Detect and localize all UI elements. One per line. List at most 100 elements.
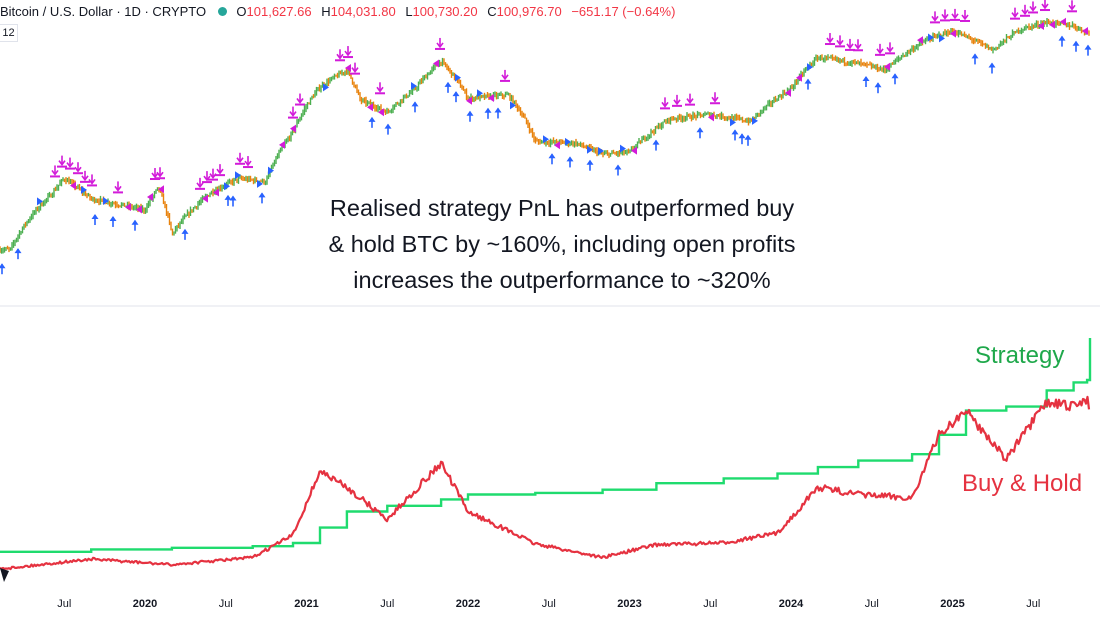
- exit-triangle-icon: [70, 181, 76, 190]
- sell-signal-icon: [57, 155, 67, 168]
- buy-signal-icon: [696, 127, 704, 139]
- high-key: H: [321, 4, 331, 19]
- entry-triangle-icon: [587, 145, 593, 154]
- buy-signal-icon: [494, 107, 502, 119]
- buy-signal-icon: [444, 81, 452, 93]
- entry-triangle-icon: [37, 197, 43, 206]
- x-tick-year: 2020: [132, 598, 158, 610]
- buy-signal-icon: [548, 153, 556, 165]
- x-tick-year: 2024: [778, 598, 804, 610]
- strategy-label: Strategy: [975, 342, 1065, 369]
- entry-triangle-icon: [510, 101, 516, 110]
- buy-signal-icon: [566, 156, 574, 168]
- buy-signal-icon: [484, 107, 492, 119]
- open-key: O: [236, 4, 247, 19]
- exit-triangle-icon: [290, 124, 296, 133]
- sell-signal-icon: [835, 35, 845, 48]
- buy-signal-icon: [1084, 44, 1092, 56]
- x-tick-year: 2025: [940, 598, 965, 610]
- buy-signal-icon: [862, 76, 870, 88]
- exit-triangle-icon: [125, 203, 131, 212]
- sell-signal-icon: [435, 37, 445, 50]
- annotation-text: Realised strategy PnL has outperformed b…: [282, 190, 842, 298]
- buy-signal-icon: [181, 228, 189, 240]
- sell-signal-icon: [195, 177, 205, 190]
- sell-signal-icon: [940, 9, 950, 22]
- sell-signal-icon: [845, 38, 855, 51]
- scroll-left-icon[interactable]: [0, 568, 9, 582]
- sell-signal-icon: [1010, 7, 1020, 20]
- exit-triangle-icon: [785, 88, 791, 97]
- signal-markers: [0, 0, 1092, 275]
- low-value: 100,730.20: [412, 4, 478, 19]
- x-tick-year: 2021: [294, 598, 319, 610]
- buy-signal-icon: [804, 78, 812, 90]
- entry-triangle-icon: [939, 34, 945, 43]
- close-value: 100,976.70: [496, 4, 562, 19]
- sell-signal-icon: [1040, 0, 1050, 12]
- buy-signal-icon: [891, 73, 899, 85]
- buy-signal-icon: [384, 123, 392, 135]
- exit-triangle-icon: [433, 59, 439, 68]
- entry-triangle-icon: [807, 63, 813, 72]
- buy-hold-equity-line: [0, 395, 1091, 571]
- buy-signal-icon: [614, 164, 622, 176]
- sell-signal-icon: [243, 156, 253, 169]
- entry-triangle-icon: [103, 197, 109, 206]
- sell-signal-icon: [950, 8, 960, 21]
- x-tick-month: Jul: [703, 598, 718, 610]
- x-tick-month: Jul: [541, 598, 556, 610]
- sell-signal-icon: [65, 157, 75, 170]
- exit-triangle-icon: [279, 140, 285, 149]
- entry-triangle-icon: [81, 185, 87, 194]
- entry-triangle-icon: [752, 116, 758, 125]
- sell-signal-icon: [215, 164, 225, 177]
- buy-signal-icon: [14, 248, 22, 260]
- exit-triangle-icon: [1038, 22, 1044, 31]
- change-value: −651.17 (−0.64%): [571, 4, 676, 19]
- exit-triangle-icon: [378, 108, 384, 117]
- equity-pane: [0, 338, 1092, 571]
- sell-signal-icon: [73, 162, 83, 175]
- buy-signal-icon: [652, 139, 660, 151]
- exit-triangle-icon: [1049, 20, 1055, 29]
- entry-triangle-icon: [598, 147, 604, 156]
- sell-signal-icon: [350, 62, 360, 75]
- sell-signal-icon: [825, 33, 835, 46]
- buy-signal-icon: [1058, 35, 1066, 47]
- exit-triangle-icon: [708, 113, 714, 122]
- buy-signal-icon: [874, 82, 882, 94]
- entry-triangle-icon: [477, 89, 483, 98]
- sell-signal-icon: [343, 46, 353, 59]
- exit-triangle-icon: [202, 194, 208, 203]
- sell-signal-icon: [853, 39, 863, 52]
- exit-triangle-icon: [796, 73, 802, 82]
- buy-signal-icon: [452, 91, 460, 103]
- annotation-line-3: increases the outperformance to ~320%: [353, 267, 771, 293]
- x-tick-month: Jul: [864, 598, 879, 610]
- symbol-title[interactable]: Bitcoin / U.S. Dollar · 1D · CRYPTO: [0, 4, 207, 19]
- sell-signal-icon: [288, 106, 298, 119]
- exit-triangle-icon: [1060, 17, 1066, 26]
- sell-signal-icon: [930, 11, 940, 24]
- exit-triangle-icon: [158, 185, 164, 194]
- sell-signal-icon: [710, 92, 720, 105]
- sell-signal-icon: [1067, 0, 1077, 13]
- buy-signal-icon: [91, 214, 99, 226]
- x-tick-year: 2022: [455, 598, 481, 610]
- buy-signal-icon: [738, 133, 746, 145]
- high-value: 104,031.80: [330, 4, 396, 19]
- buy-signal-icon: [586, 159, 594, 171]
- annotation-line-1: Realised strategy PnL has outperformed b…: [329, 195, 795, 221]
- buy-signal-icon: [109, 215, 117, 227]
- exit-triangle-icon: [917, 36, 923, 45]
- exit-triangle-icon: [367, 103, 373, 112]
- exit-triangle-icon: [554, 141, 560, 150]
- sell-signal-icon: [335, 49, 345, 62]
- sell-signal-icon: [375, 82, 385, 95]
- buy-signal-icon: [131, 219, 139, 231]
- buy-signal-icon: [0, 263, 6, 275]
- chart-header: Bitcoin / U.S. Dollar · 1D · CRYPTO O101…: [0, 2, 681, 22]
- indicator-count-badge[interactable]: 12: [0, 24, 18, 42]
